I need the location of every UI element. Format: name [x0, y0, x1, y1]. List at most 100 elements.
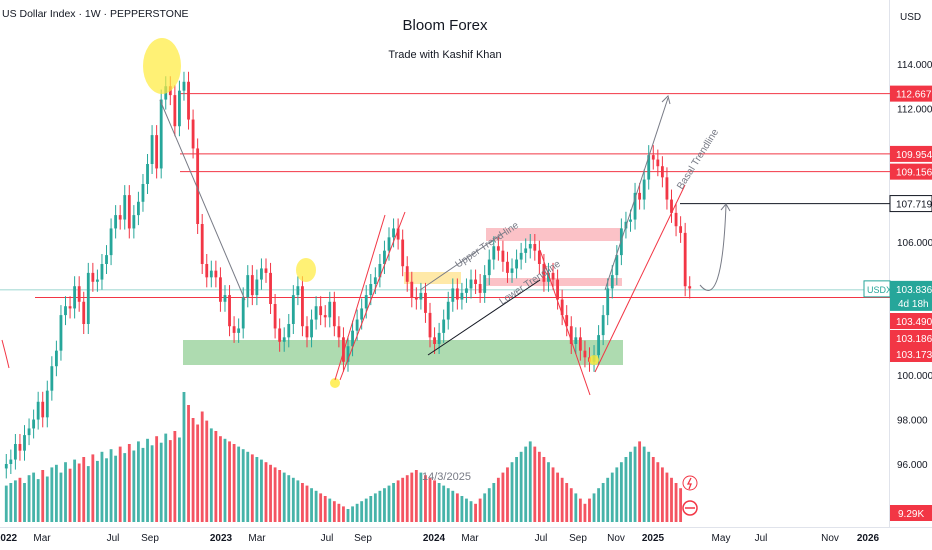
- candle-body: [501, 250, 505, 262]
- volume-bar: [515, 457, 518, 522]
- volume-bar: [455, 493, 459, 522]
- volume-bar: [18, 477, 22, 522]
- volume-bar: [556, 472, 560, 522]
- symbol-label[interactable]: US Dollar Index · 1W · PEPPERSTONE: [2, 8, 189, 20]
- current-price-tag[interactable]: [890, 280, 932, 311]
- price-tag[interactable]: [890, 346, 932, 362]
- volume-bar: [433, 480, 436, 522]
- basal-trend-line: [594, 184, 686, 373]
- candle-body: [583, 350, 587, 358]
- volume-bar: [191, 418, 195, 522]
- candle-body: [360, 308, 364, 320]
- volume-bar: [23, 483, 26, 522]
- countdown-label: 4d 18h: [898, 299, 929, 310]
- candle-body: [355, 319, 359, 331]
- volume-bar: [237, 446, 241, 522]
- price-tag[interactable]: [890, 313, 932, 329]
- volume-tag[interactable]: [890, 505, 932, 521]
- volume-bar: [629, 451, 632, 522]
- volume-bar: [86, 466, 90, 522]
- candle-body: [41, 401, 45, 418]
- volume-bar: [506, 467, 509, 522]
- candle-body: [428, 312, 432, 338]
- candle-body: [291, 295, 295, 324]
- candle-body: [410, 281, 414, 298]
- chart-background: [0, 0, 890, 527]
- volume-bar: [59, 472, 63, 522]
- candle-body: [378, 264, 382, 278]
- candle-body: [679, 226, 683, 233]
- price-tag-label: 109.954: [896, 150, 932, 161]
- price-tag[interactable]: [890, 85, 932, 102]
- candle-body: [237, 328, 241, 333]
- volume-bar: [419, 472, 423, 522]
- candle-body: [114, 215, 118, 229]
- volume-bar: [528, 441, 532, 522]
- candle-body: [629, 219, 632, 222]
- volume-bar: [118, 446, 122, 522]
- volume-bar: [597, 488, 601, 522]
- volume-bar: [660, 467, 664, 522]
- price-tag[interactable]: [889, 195, 932, 213]
- curve-arrow-head: [720, 203, 731, 212]
- volume-bar: [319, 493, 323, 522]
- tool-icons[interactable]: [682, 475, 698, 516]
- trend-line-up-red: [334, 214, 386, 381]
- candle-body: [214, 270, 218, 278]
- volume-bar: [291, 477, 295, 522]
- volume-bar: [159, 442, 163, 522]
- volume-bar: [228, 441, 231, 522]
- volume-bar: [178, 437, 181, 522]
- candle-body: [77, 286, 81, 302]
- candle-body: [610, 275, 614, 289]
- price-tag-label: 103.173: [896, 350, 932, 361]
- candle-body: [255, 279, 259, 296]
- candle-body: [13, 444, 17, 460]
- x-tick-label: Mar: [33, 533, 51, 544]
- volume-bar: [355, 503, 359, 522]
- currency-label[interactable]: USD: [900, 12, 921, 23]
- upper-trend-line: [419, 231, 506, 291]
- watermark: Bloom Forex Trade with Kashif Khan: [388, 17, 501, 61]
- price-axis[interactable]: 96.000 98.000 100.000 106.000 112.000 114.000: [897, 60, 932, 471]
- demand-zone: [183, 340, 623, 365]
- volume-bar: [127, 444, 131, 522]
- volume-bar: [310, 488, 313, 522]
- candle-body: [660, 166, 664, 178]
- candle-body: [91, 272, 95, 282]
- watermark-subtitle: Trade with Kashif Khan: [388, 49, 501, 61]
- candle-body: [405, 266, 409, 282]
- candle-body: [469, 279, 473, 289]
- candle-body: [688, 286, 692, 289]
- volume-bar: [373, 493, 377, 522]
- candle-body: [301, 286, 304, 327]
- candle-body: [200, 224, 204, 264]
- price-tag[interactable]: [890, 145, 932, 162]
- candle-body: [18, 444, 22, 451]
- y-tick-label: 106.000: [897, 238, 932, 249]
- candle-body: [173, 95, 177, 127]
- flash-icon[interactable]: [682, 475, 698, 491]
- candle-body: [556, 279, 560, 300]
- price-tag[interactable]: [890, 330, 932, 346]
- volume-bar: [68, 468, 72, 522]
- time-axis[interactable]: 2022 Mar Jul Sep 2023 Mar Jul Sep 2024 Mar Jul Sep N…: [0, 533, 880, 544]
- volume-bar: [91, 454, 95, 522]
- candle-body: [670, 199, 673, 213]
- candle-body: [100, 264, 104, 280]
- candle-body: [282, 337, 286, 342]
- volume-bar: [214, 431, 218, 522]
- volume-bar: [342, 506, 345, 522]
- candle-body: [36, 401, 40, 420]
- candle-body: [82, 301, 86, 324]
- volume-bar: [383, 488, 386, 522]
- volume-bar: [396, 480, 400, 522]
- price-tag[interactable]: [890, 163, 932, 180]
- volume-bar: [360, 501, 364, 522]
- volume-bar: [241, 449, 245, 522]
- volume-bar: [674, 483, 678, 522]
- candle-body: [506, 261, 509, 273]
- volume-bar: [364, 498, 368, 522]
- candle-body: [205, 264, 209, 278]
